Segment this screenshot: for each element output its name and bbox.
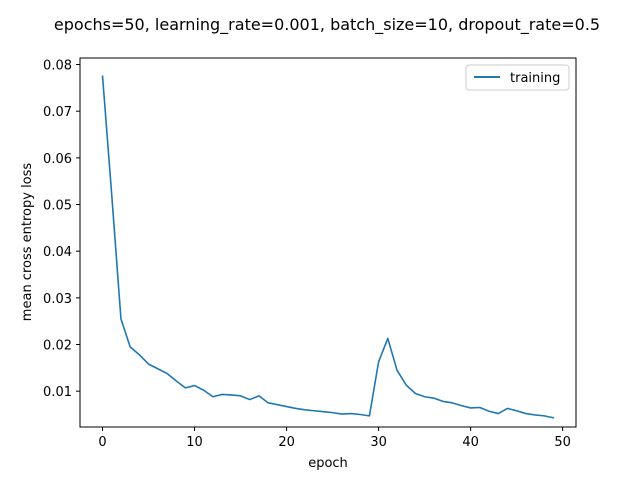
legend: training [465, 64, 570, 91]
x-tick-label: 10 [186, 435, 203, 450]
y-tick-label: 0.04 [43, 245, 72, 260]
chart-title: epochs=50, learning_rate=0.001, batch_si… [54, 15, 600, 35]
x-tick-label: 20 [278, 435, 295, 450]
x-axis-label: epoch [308, 456, 348, 471]
y-tick-label: 0.07 [43, 105, 72, 120]
legend-entry-training: training [510, 71, 560, 86]
plot-area [80, 58, 576, 427]
x-tick-label: 30 [370, 435, 387, 450]
y-tick-label: 0.02 [43, 339, 72, 354]
y-tick-label: 0.05 [43, 199, 72, 214]
series-line-training [101, 75, 555, 419]
plot-frame [79, 57, 577, 428]
y-axis-label: mean cross entropy loss [20, 163, 35, 322]
x-tick-label: 40 [462, 435, 479, 450]
x-tick-label: 0 [98, 435, 106, 450]
y-tick-label: 0.08 [43, 59, 72, 74]
series-layer [101, 75, 555, 419]
legend-box [465, 64, 570, 91]
y-tick-label: 0.03 [43, 292, 72, 307]
x-tick-label: 50 [554, 435, 571, 450]
y-tick-label: 0.06 [43, 152, 72, 167]
axis-ticks: 0 10 20 30 40 50 0.01 0.02 0.03 0.04 0.05 0.06 0.07 0… [43, 59, 571, 450]
y-tick-label: 0.01 [43, 385, 72, 400]
